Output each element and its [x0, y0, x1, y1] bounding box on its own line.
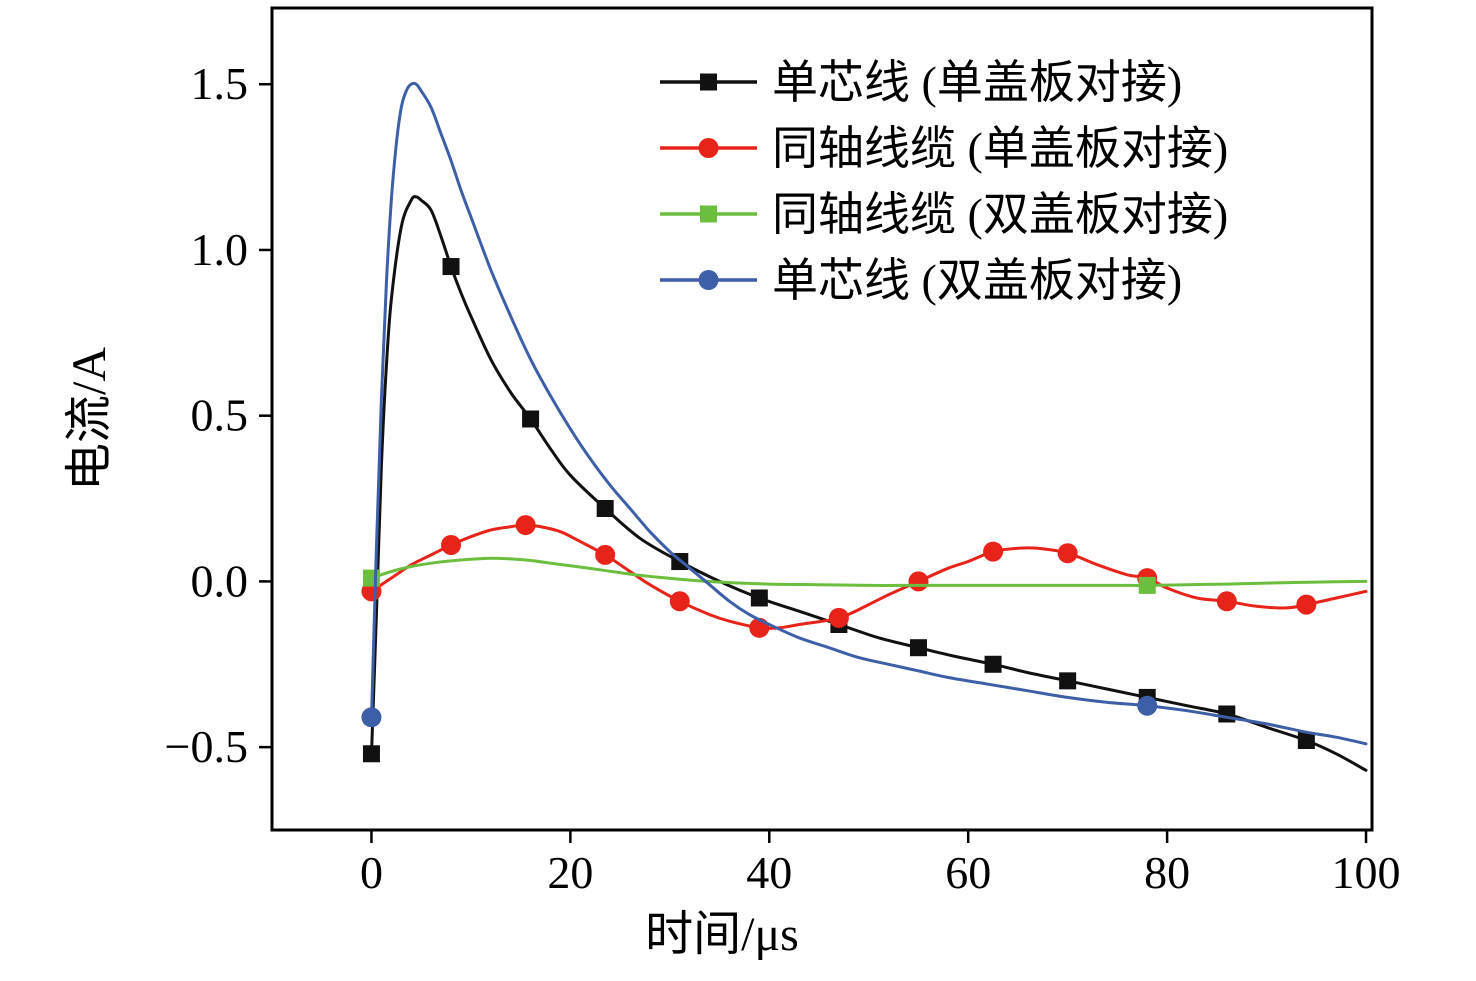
series-marker [522, 410, 540, 428]
series-line [370, 556, 1368, 587]
x-axis: 0 20 40 60 80 100 [360, 830, 1401, 898]
series-marker [1137, 695, 1158, 716]
legend-item-1: 同轴线缆 (单盖板对接) [660, 123, 1228, 174]
series-marker [1057, 543, 1078, 564]
series-line [370, 523, 1368, 630]
series-marker [750, 589, 768, 607]
x-tick-label: 0 [360, 847, 383, 898]
x-tick-label: 60 [945, 847, 991, 898]
series-marker [1216, 591, 1237, 612]
series-marker [700, 73, 717, 91]
y-tick-label: −0.5 [165, 721, 248, 772]
x-tick-label: 20 [547, 847, 593, 898]
y-tick-label: 0.0 [191, 555, 249, 606]
series-marker [441, 534, 462, 555]
series-marker [1138, 576, 1156, 594]
legend-label: 单芯线 (双盖板对接) [772, 255, 1182, 306]
series-marker [595, 544, 616, 565]
legend-item-3: 单芯线 (双盖板对接) [660, 255, 1182, 306]
series-marker [515, 515, 536, 536]
y-tick-label: 0.5 [191, 390, 249, 441]
legend-item-0: 单芯线 (单盖板对接) [660, 57, 1182, 108]
series-marker [669, 591, 690, 612]
legend-label: 单芯线 (单盖板对接) [772, 57, 1182, 108]
legend-label: 同轴线缆 (单盖板对接) [772, 123, 1228, 174]
x-tick-label: 40 [746, 847, 792, 898]
x-tick-label: 100 [1332, 847, 1401, 898]
series-1 [361, 515, 1368, 638]
series-marker [909, 639, 927, 657]
series-marker [1297, 732, 1315, 750]
y-tick-label: 1.0 [191, 224, 249, 275]
series-0 [362, 195, 1368, 772]
series-marker [698, 270, 719, 290]
plot-border [270, 6, 1374, 832]
series-marker [698, 138, 719, 158]
series-marker [1218, 705, 1236, 723]
series-2 [362, 556, 1368, 594]
y-axis-label: 电流/A [63, 347, 116, 491]
series-marker [442, 258, 460, 276]
series-3 [361, 81, 1368, 746]
series-marker [828, 607, 849, 628]
series-marker [361, 707, 382, 728]
x-axis-label: 时间/μs [645, 908, 799, 961]
legend: 单芯线 (单盖板对接) 同轴线缆 (单盖板对接) 同轴线缆 (双盖板对接) 单芯线 (… [660, 57, 1228, 306]
series-marker [362, 569, 380, 587]
legend-label: 同轴线缆 (双盖板对接) [772, 189, 1228, 240]
series-marker [596, 499, 614, 517]
series-marker [1296, 594, 1317, 615]
series-line [370, 81, 1368, 746]
series-marker [700, 205, 717, 223]
series-marker [1059, 672, 1077, 690]
series-marker [908, 571, 929, 592]
series-marker [362, 745, 380, 763]
y-axis: −0.5 0.0 0.5 1.0 1.5 [165, 58, 272, 772]
x-tick-label: 80 [1144, 847, 1190, 898]
legend-item-2: 同轴线缆 (双盖板对接) [660, 189, 1228, 240]
y-tick-label: 1.5 [191, 58, 249, 109]
series-marker [983, 541, 1004, 562]
series-marker [984, 655, 1002, 673]
